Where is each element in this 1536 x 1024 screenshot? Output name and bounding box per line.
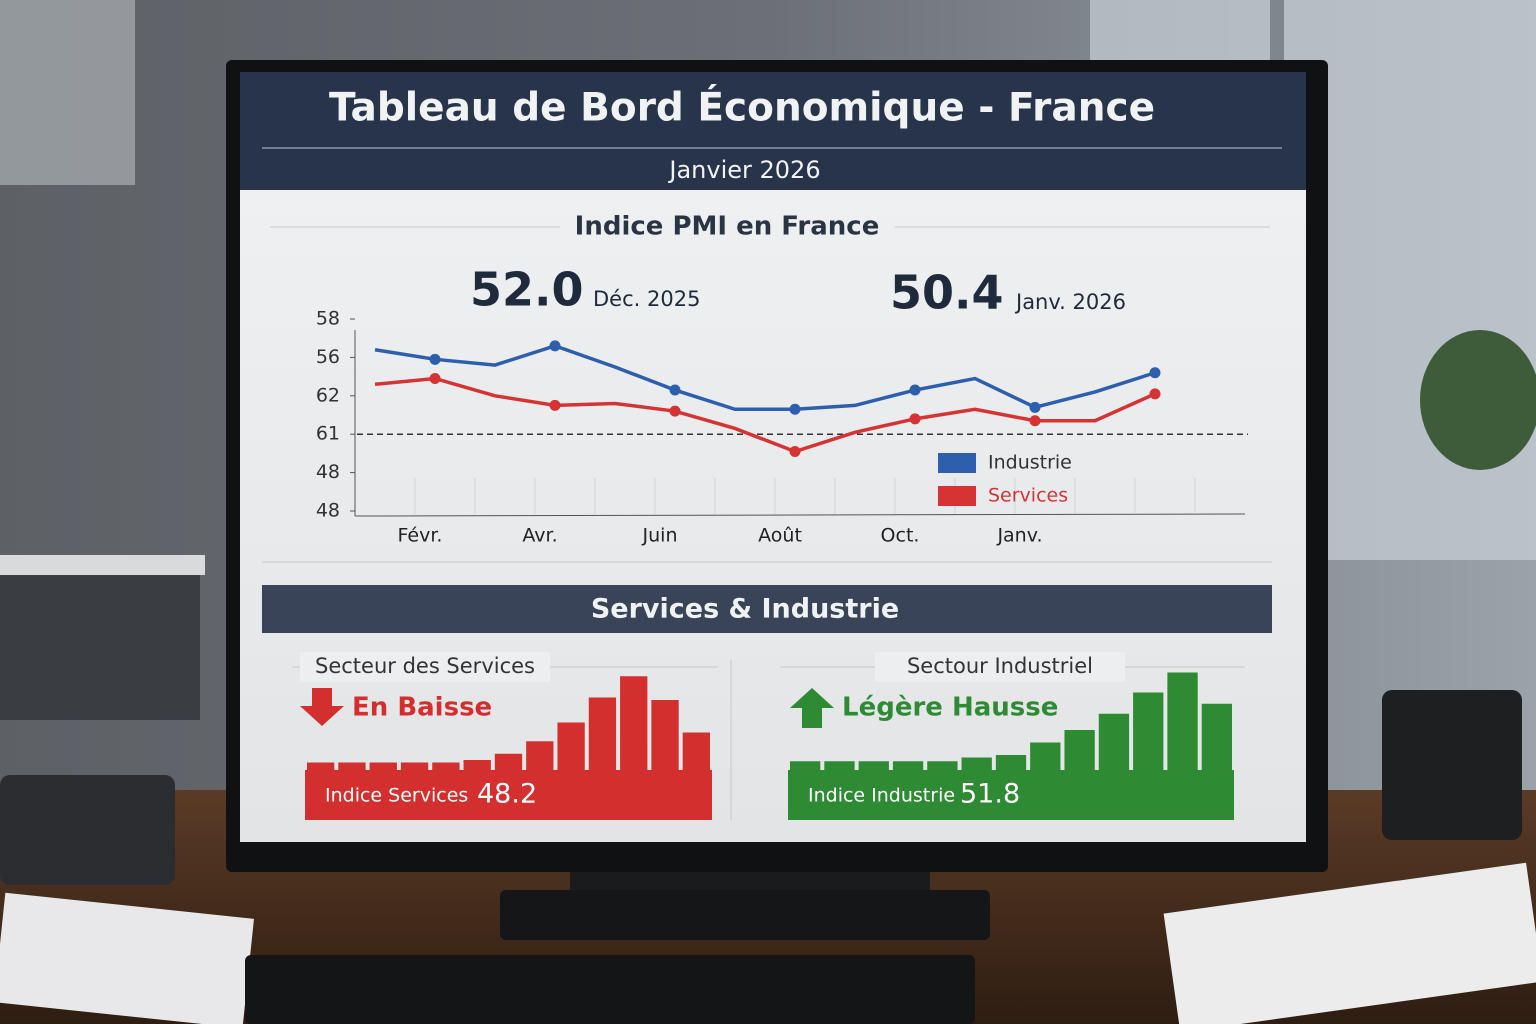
section-title: Services & Industrie xyxy=(591,594,899,625)
calculator xyxy=(0,775,175,885)
panel-title: Secteur des Services xyxy=(315,654,535,678)
x-axis xyxy=(354,513,1246,517)
keyboard xyxy=(245,955,975,1024)
documents xyxy=(0,892,254,1024)
bar xyxy=(1201,703,1232,770)
plant xyxy=(1420,330,1536,470)
bar xyxy=(927,761,958,770)
series-point xyxy=(1029,401,1041,413)
bar xyxy=(824,761,855,770)
index-value: 51.8 xyxy=(960,779,1020,810)
bar xyxy=(858,761,889,770)
series-point xyxy=(549,399,561,411)
header-bar xyxy=(240,72,1306,190)
panel-title-bg xyxy=(875,652,1125,682)
y-tick-label: 48 xyxy=(316,500,340,522)
highlight-label: Janv. 2026 xyxy=(1014,290,1126,314)
dashboard-title: Tableau de Bord Économique - France xyxy=(329,84,1155,131)
bar xyxy=(494,753,523,770)
series-point xyxy=(1149,367,1161,379)
chart-title: Indice PMI en France xyxy=(575,212,880,242)
bar xyxy=(307,762,335,770)
x-tick-label: Août xyxy=(758,525,802,547)
series-point xyxy=(1149,388,1161,400)
panel-title: Sectour Industriel xyxy=(907,654,1093,678)
highlight-value: 52.0 xyxy=(470,263,584,317)
bar xyxy=(1030,742,1061,770)
papers xyxy=(0,555,205,575)
bar xyxy=(892,761,924,770)
wall-poster xyxy=(0,0,135,185)
y-tick-label: 58 xyxy=(316,308,340,330)
y-tick-label: 56 xyxy=(316,346,340,368)
bar xyxy=(1167,672,1198,770)
binders xyxy=(0,560,200,720)
bar xyxy=(557,722,585,770)
bar xyxy=(463,760,491,770)
trend-arrow xyxy=(790,688,834,728)
section-bar xyxy=(262,585,1272,633)
series-line xyxy=(374,376,1156,454)
series-point xyxy=(789,403,801,415)
trend-label: En Baisse xyxy=(352,693,492,723)
index-banner xyxy=(788,770,1234,820)
bar xyxy=(1098,713,1130,770)
bar xyxy=(651,700,679,770)
y-tick-label: 61 xyxy=(316,423,340,445)
bar xyxy=(526,741,554,770)
bar xyxy=(995,755,1027,770)
index-value: 48.2 xyxy=(477,779,537,810)
bar xyxy=(682,732,710,770)
series-point xyxy=(1029,415,1041,427)
series-point xyxy=(549,340,561,352)
series-point xyxy=(429,353,441,365)
trend-label: Légère Hausse xyxy=(842,693,1058,723)
legend-swatch xyxy=(938,453,976,473)
bar xyxy=(588,697,617,770)
legend-label: Services xyxy=(988,485,1068,507)
legend-label: Industrie xyxy=(988,452,1072,474)
legend-swatch xyxy=(938,486,976,506)
bar xyxy=(338,762,366,770)
pen-holder xyxy=(1382,690,1522,840)
highlight-value: 50.4 xyxy=(890,266,1004,320)
series-point xyxy=(909,413,921,425)
x-tick-label: Juin xyxy=(642,525,678,547)
y-tick-label: 48 xyxy=(316,461,340,483)
series-point xyxy=(669,405,681,417)
x-tick-label: Avr. xyxy=(522,525,557,547)
series-line xyxy=(374,344,1156,411)
series-point xyxy=(669,384,681,396)
bar xyxy=(432,762,460,770)
bar xyxy=(369,762,397,770)
bar xyxy=(1133,692,1164,770)
x-tick-label: Févr. xyxy=(398,525,443,547)
trend-arrow xyxy=(300,688,344,726)
bar xyxy=(400,762,429,770)
series-point xyxy=(429,373,441,385)
x-tick-label: Oct. xyxy=(881,525,920,547)
bar xyxy=(1064,730,1095,770)
x-tick-label: Janv. xyxy=(996,525,1042,547)
index-banner xyxy=(305,770,712,820)
monitor-stand xyxy=(500,890,990,940)
screen xyxy=(240,72,1306,842)
notebook xyxy=(1163,862,1536,1024)
bar xyxy=(790,761,821,770)
panel-title-bg xyxy=(300,652,550,682)
bar xyxy=(620,676,648,770)
series-point xyxy=(789,445,801,457)
index-label: Indice Industrie xyxy=(808,785,955,807)
series-point xyxy=(909,384,921,396)
bar xyxy=(961,757,992,770)
index-label: Indice Services xyxy=(325,785,468,807)
y-tick-label: 62 xyxy=(316,384,340,406)
dashboard-subtitle: Janvier 2026 xyxy=(667,156,820,184)
highlight-label: Déc. 2025 xyxy=(593,287,700,311)
